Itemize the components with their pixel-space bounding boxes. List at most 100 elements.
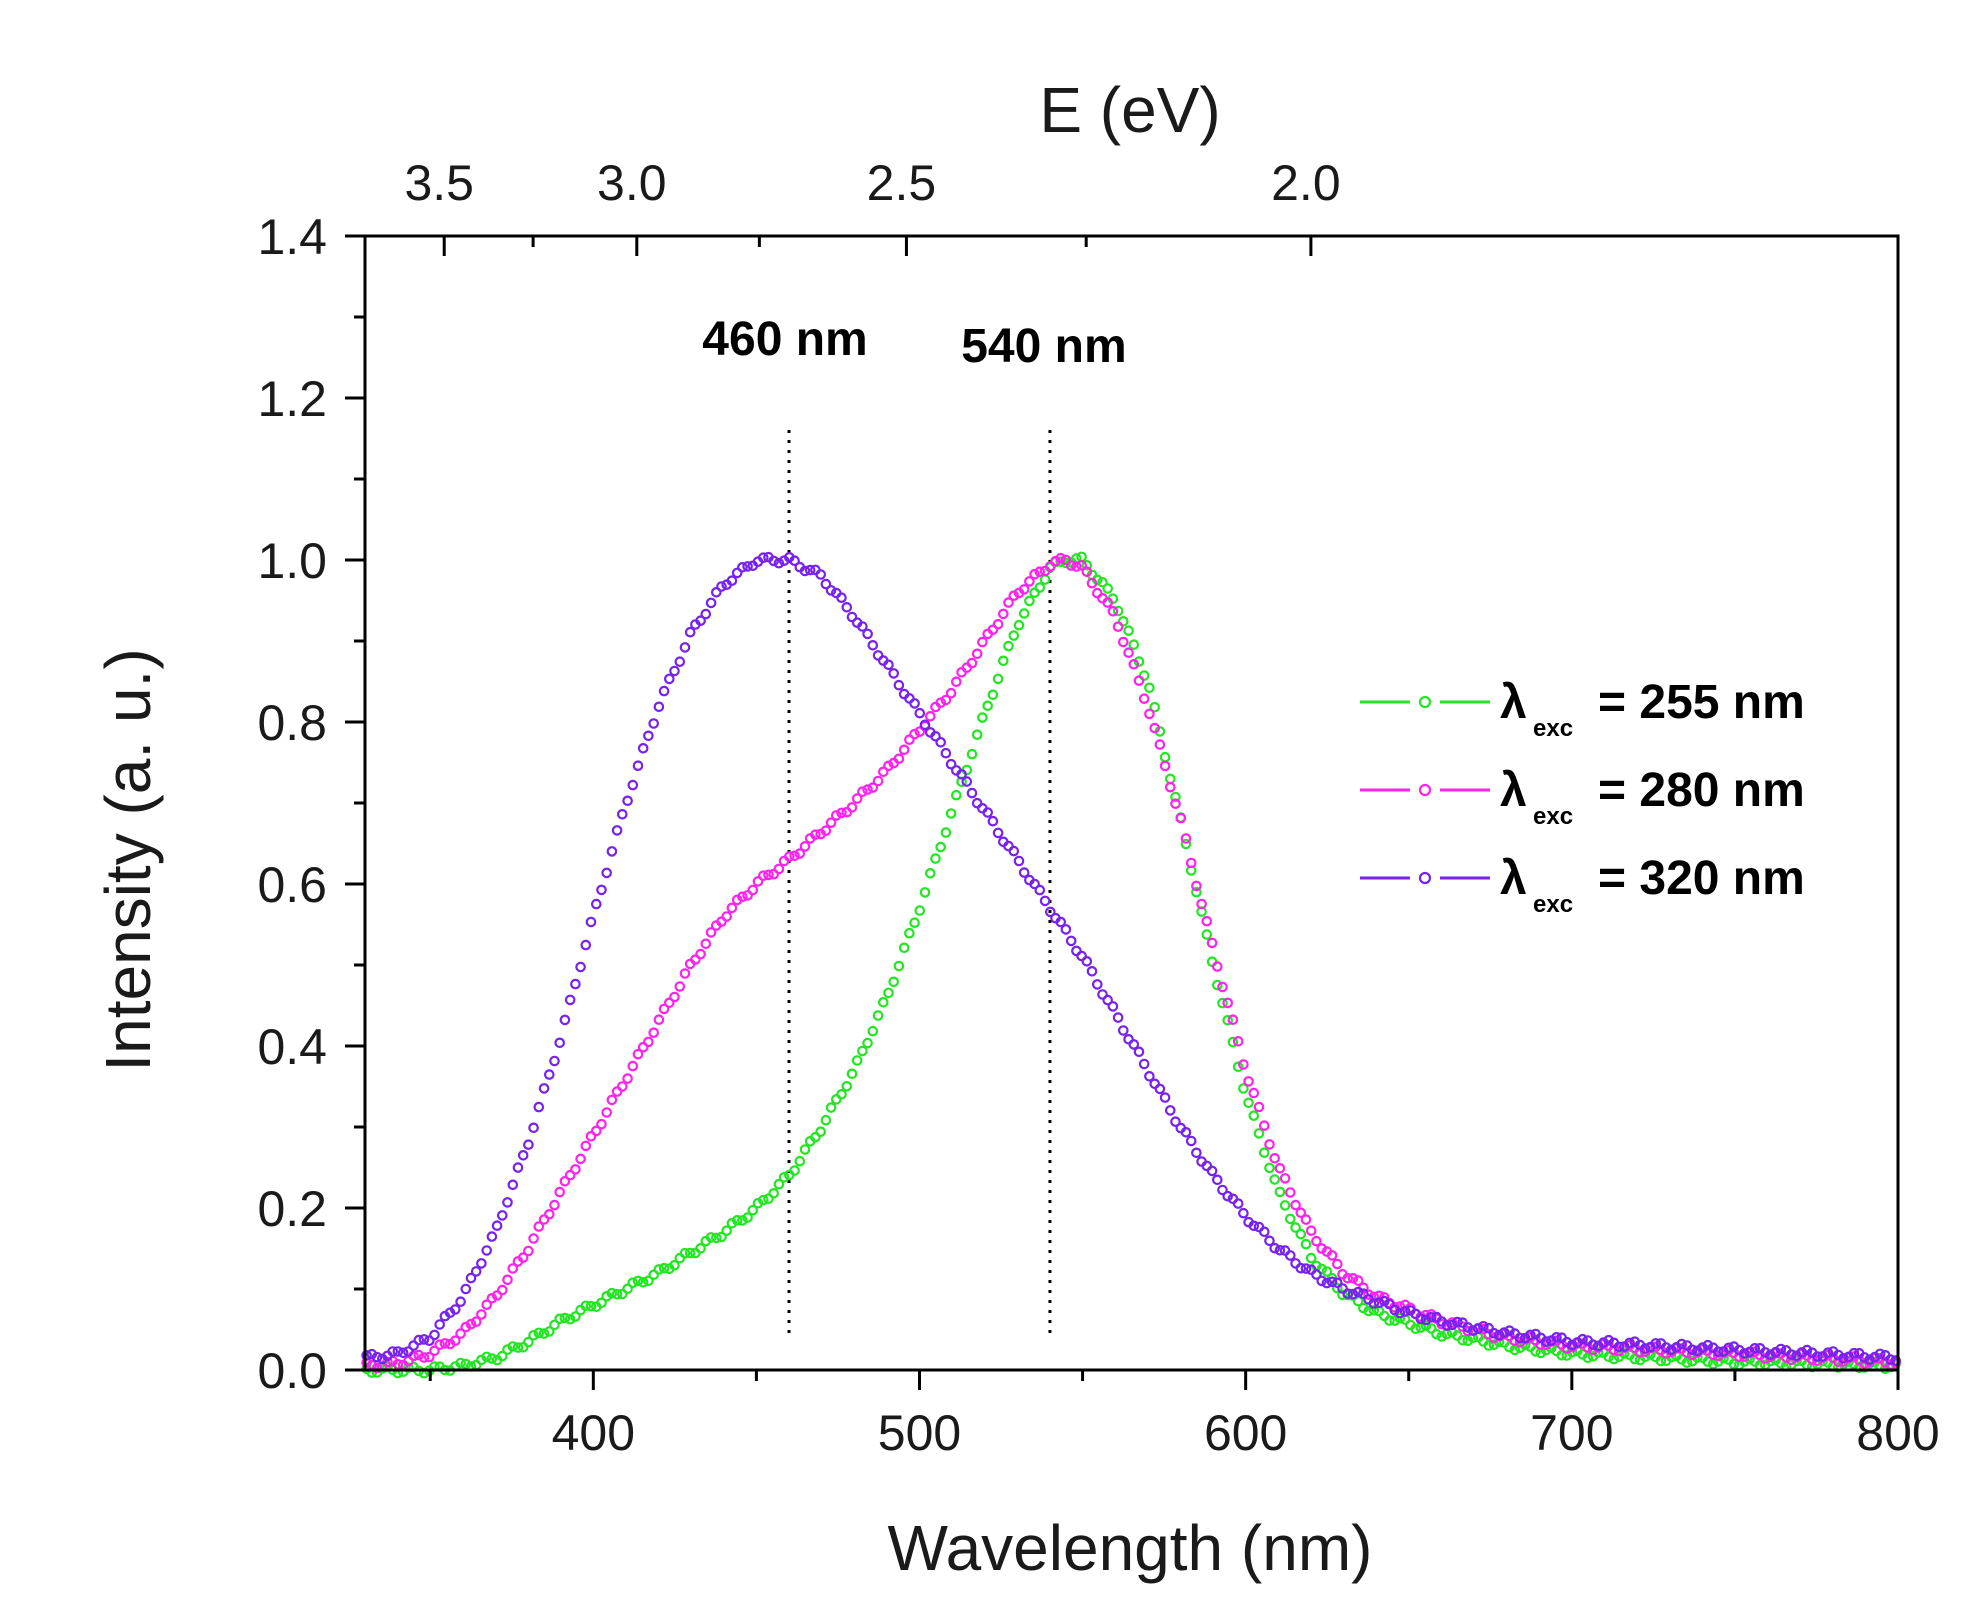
data-point — [783, 851, 795, 862]
data-point — [1295, 1262, 1307, 1274]
data-point — [716, 581, 727, 592]
data-point — [1253, 1128, 1265, 1139]
data-point — [622, 1283, 633, 1295]
data-point — [606, 1094, 618, 1106]
data-point — [1822, 1347, 1834, 1358]
data-point — [1018, 584, 1030, 595]
data-point — [893, 679, 905, 691]
top-tick-label: 2.0 — [1271, 155, 1341, 211]
data-point — [1598, 1337, 1609, 1348]
data-point — [836, 807, 847, 819]
data-point — [930, 730, 941, 742]
data-point — [460, 1283, 472, 1295]
data-point — [1681, 1357, 1693, 1368]
data-point — [418, 1334, 430, 1345]
data-point — [789, 1165, 800, 1176]
data-point — [1305, 1252, 1317, 1264]
data-point — [1144, 708, 1155, 720]
data-point — [846, 802, 858, 813]
data-point — [862, 628, 873, 640]
data-point — [1212, 1174, 1223, 1186]
data-point — [1796, 1347, 1808, 1358]
data-point — [403, 1346, 414, 1357]
y-tick-label: 0.0 — [257, 1343, 327, 1399]
data-point — [950, 789, 962, 801]
data-point — [1300, 1263, 1312, 1274]
data-point — [1285, 1213, 1296, 1225]
data-point — [1775, 1343, 1787, 1355]
data-point — [846, 1068, 858, 1080]
data-point — [549, 1319, 560, 1331]
data-point — [517, 1150, 529, 1161]
data-point — [1123, 625, 1134, 636]
data-point — [825, 585, 837, 596]
data-point — [449, 1335, 461, 1346]
data-point — [904, 927, 915, 939]
data-point — [815, 1126, 826, 1137]
data-point — [710, 586, 722, 598]
data-point — [1238, 1083, 1249, 1094]
series-2 — [361, 551, 1901, 1366]
data-point — [616, 808, 628, 820]
data-point — [1232, 1061, 1244, 1073]
top-tick-label: 2.5 — [867, 155, 937, 211]
data-point — [1212, 961, 1223, 972]
data-point — [674, 656, 686, 667]
data-point — [517, 1252, 529, 1263]
data-point — [1274, 1245, 1286, 1256]
data-point — [867, 782, 879, 793]
data-point — [658, 685, 670, 697]
legend-label: = 280 nm — [1598, 764, 1805, 817]
top-axis-title: E (eV) — [1039, 74, 1220, 146]
data-point — [1180, 833, 1192, 844]
data-point — [971, 648, 983, 660]
data-point — [653, 1014, 665, 1025]
data-point — [523, 1139, 534, 1150]
data-point — [919, 719, 931, 731]
data-point — [914, 905, 926, 916]
x-tick-label: 400 — [552, 1405, 635, 1461]
data-point — [523, 1336, 534, 1348]
data-point — [768, 555, 779, 567]
data-point — [1259, 1147, 1270, 1158]
data-point — [1154, 739, 1166, 750]
data-point — [1337, 1283, 1348, 1294]
data-point — [966, 748, 978, 760]
data-point — [763, 1193, 774, 1204]
data-point — [627, 1060, 639, 1072]
data-point — [554, 1186, 565, 1198]
data-point — [867, 1025, 879, 1037]
data-point — [554, 1037, 565, 1049]
data-point — [1034, 884, 1046, 896]
data-point — [1488, 1332, 1500, 1343]
data-point — [1279, 1173, 1291, 1184]
data-point — [1326, 1276, 1338, 1288]
data-point — [1316, 1263, 1327, 1275]
data-point — [1123, 647, 1134, 658]
data-point — [997, 655, 1009, 667]
data-point — [434, 1319, 445, 1330]
peak-label: 540 nm — [961, 320, 1126, 373]
y-tick-label: 1.0 — [257, 533, 327, 589]
data-point — [1467, 1325, 1479, 1336]
data-point — [622, 1073, 633, 1084]
data-point — [632, 1275, 644, 1287]
data-point — [1514, 1342, 1526, 1354]
data-point — [1259, 1120, 1270, 1131]
data-point — [1259, 1226, 1270, 1238]
data-point — [455, 1328, 466, 1339]
data-point — [1191, 1147, 1202, 1159]
data-point — [637, 742, 649, 754]
data-point — [810, 829, 821, 840]
data-point — [909, 917, 920, 928]
data-point — [1175, 812, 1187, 824]
data-point — [434, 1339, 445, 1350]
data-point — [606, 846, 618, 857]
x-tick-label: 600 — [1204, 1405, 1287, 1461]
y-tick-label: 0.2 — [257, 1181, 327, 1237]
data-point — [1045, 906, 1056, 918]
data-point — [1118, 1025, 1129, 1036]
data-point — [580, 1140, 592, 1152]
data-point — [705, 927, 717, 938]
